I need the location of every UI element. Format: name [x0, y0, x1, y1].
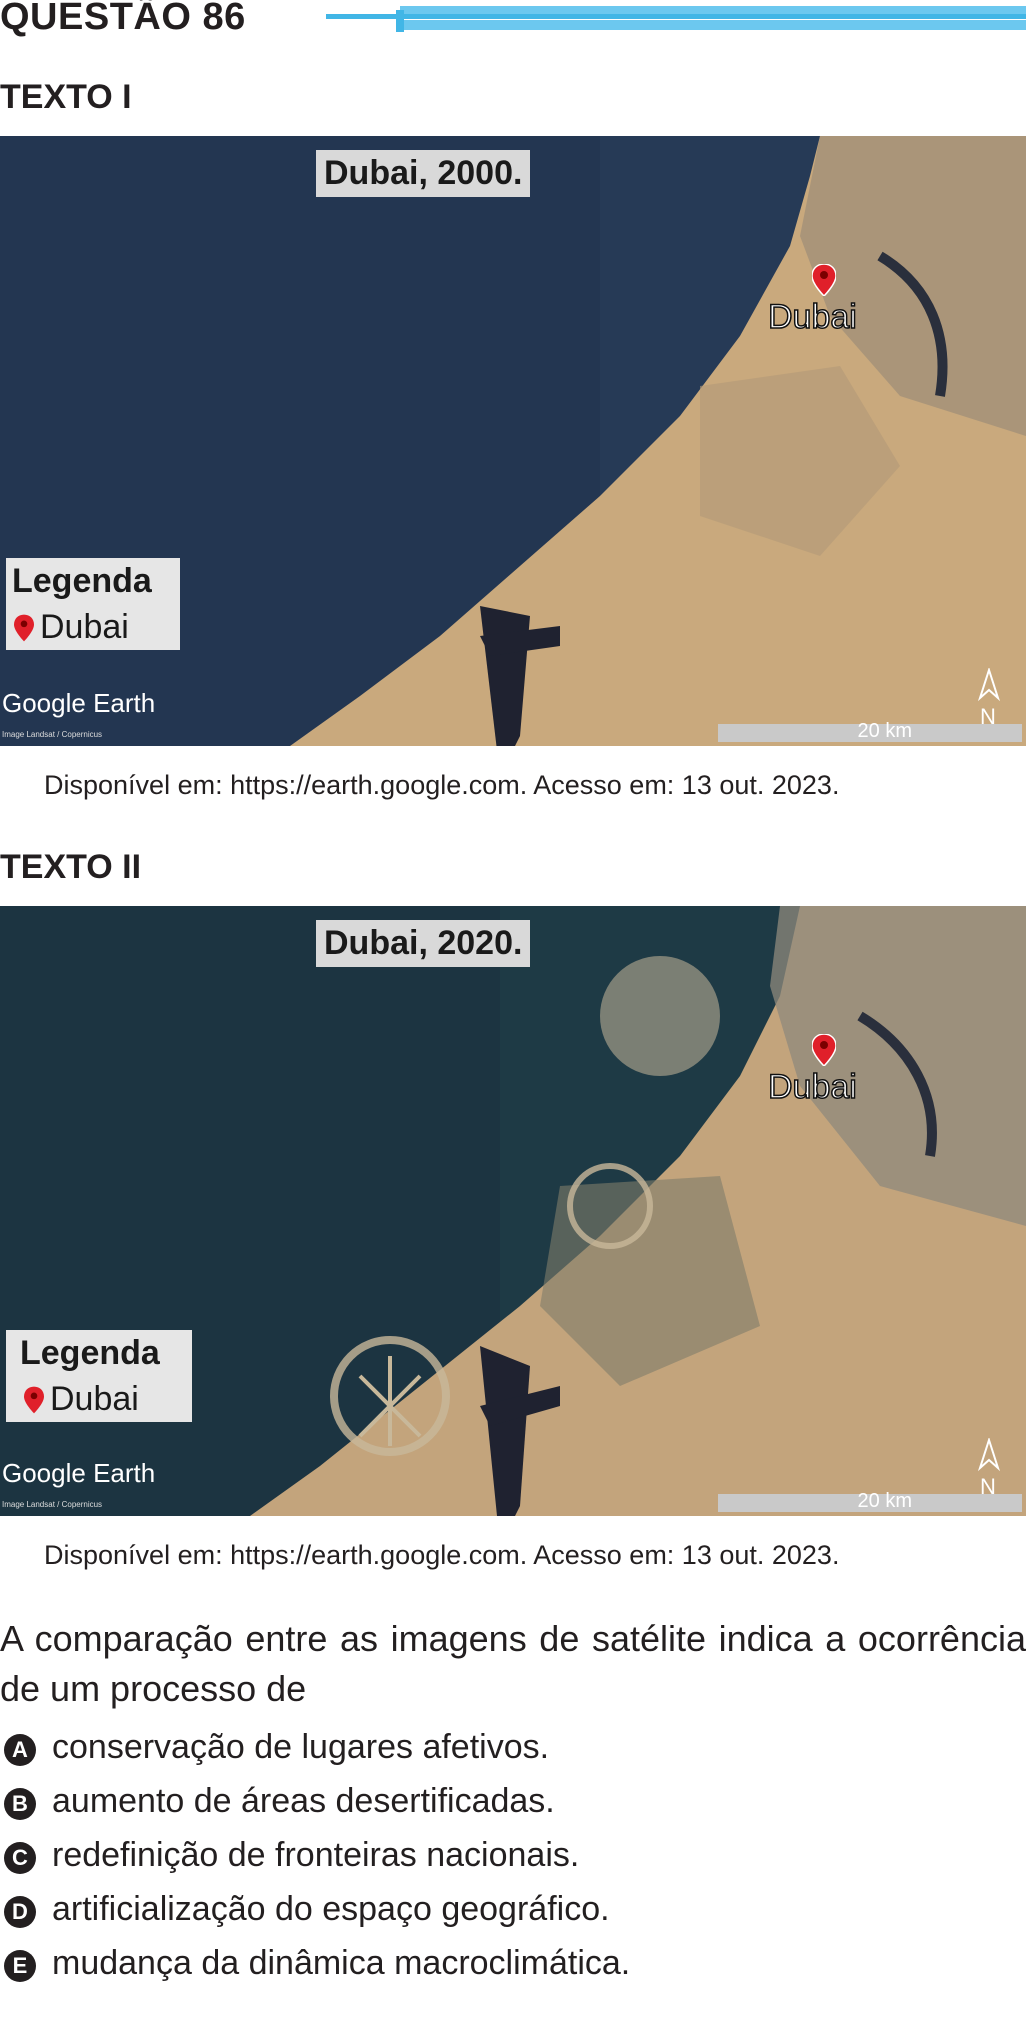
map-pin-icon — [812, 264, 836, 296]
option-a[interactable]: A conservação de lugares afetivos. — [0, 1728, 1026, 1772]
option-c[interactable]: C redefinição de fronteiras nacionais. — [0, 1836, 1026, 1880]
google-earth-brand: Google Earth — [2, 1458, 156, 1488]
map-title-2000: Dubai, 2000. — [316, 150, 531, 197]
scale-bar: 20 km — [718, 1490, 1022, 1512]
satellite-map-2000: Dubai, 2000. Dubai Legenda Dubai Google … — [0, 136, 1026, 746]
north-label: N — [980, 704, 996, 729]
question-title: QUESTÃO 86 — [0, 0, 246, 38]
scale-label: 20 km — [857, 1490, 912, 1512]
option-a-badge: A — [4, 1734, 36, 1766]
legend-title: Legenda — [12, 562, 152, 600]
satellite-map-2020: Dubai, 2020. Dubai Legenda Dubai Google … — [0, 906, 1026, 1516]
map-title-2020: Dubai, 2020. — [316, 920, 531, 967]
option-b-badge: B — [4, 1788, 36, 1820]
option-c-badge: C — [4, 1842, 36, 1874]
map-legend: Legenda Dubai — [6, 1330, 192, 1422]
option-d[interactable]: D artificialização do espaço geográfico. — [0, 1890, 1026, 1934]
option-d-text: artificialização do espaço geográfico. — [52, 1890, 610, 1928]
option-a-text: conservação de lugares afetivos. — [52, 1728, 550, 1766]
legend-pin-icon — [24, 1386, 44, 1414]
satellite-image-2000 — [0, 136, 1026, 746]
legend-pin-icon — [14, 614, 34, 642]
header-accent-bar — [326, 4, 1026, 32]
north-arrow-icon — [978, 668, 1000, 702]
north-arrow-icon — [978, 1438, 1000, 1472]
map-pin-icon — [812, 1034, 836, 1066]
image-credit: Image Landsat / Copernicus — [2, 1500, 103, 1509]
map-legend: Legenda Dubai — [6, 558, 180, 650]
option-b[interactable]: B aumento de áreas desertificadas. — [0, 1782, 1026, 1826]
satellite-image-2020 — [0, 906, 1026, 1516]
question-header: QUESTÃO 86 — [0, 0, 1026, 40]
option-c-text: redefinição de fronteiras nacionais. — [52, 1836, 580, 1874]
image-credit: Image Landsat / Copernicus — [2, 730, 103, 739]
option-e-badge: E — [4, 1950, 36, 1982]
option-e-text: mudança da dinâmica macroclimática. — [52, 1944, 631, 1982]
source-caption-2: Disponível em: https://earth.google.com.… — [44, 1540, 840, 1570]
map-city-label: Dubai — [767, 297, 857, 337]
legend-item: Dubai — [40, 608, 129, 646]
legend-item: Dubai — [50, 1380, 139, 1418]
option-b-text: aumento de áreas desertificadas. — [52, 1782, 555, 1820]
source-caption-1: Disponível em: https://earth.google.com.… — [44, 770, 840, 800]
texto-1-label: TEXTO I — [0, 78, 132, 116]
north-label: N — [980, 1474, 996, 1499]
texto-2-label: TEXTO II — [0, 848, 142, 886]
question-stem: A comparação entre as imagens de satélit… — [0, 1618, 1026, 1709]
scale-bar: 20 km — [718, 720, 1022, 742]
google-earth-brand: Google Earth — [2, 688, 156, 718]
scale-label: 20 km — [857, 720, 912, 742]
map-city-label: Dubai — [767, 1067, 857, 1107]
legend-title: Legenda — [20, 1334, 160, 1372]
option-d-badge: D — [4, 1896, 36, 1928]
option-e[interactable]: E mudança da dinâmica macroclimática. — [0, 1944, 1026, 1988]
